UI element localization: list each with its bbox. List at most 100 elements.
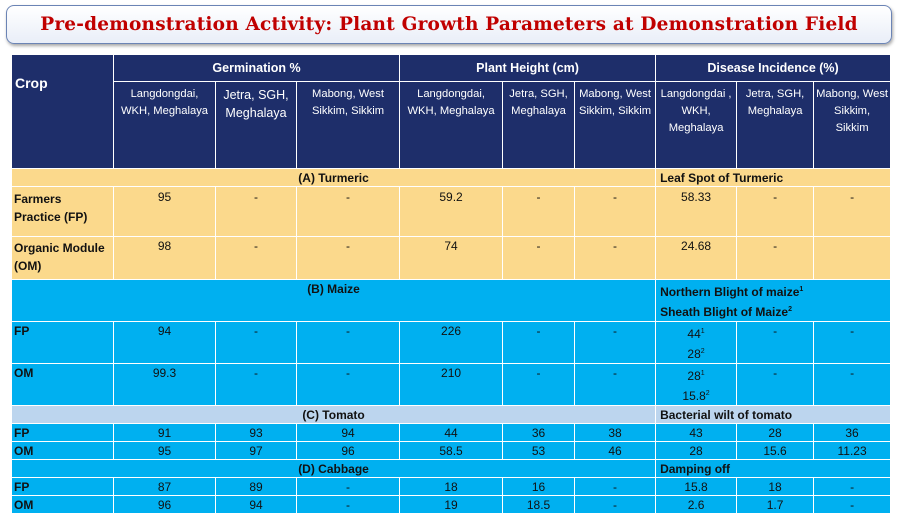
location-header: Langdongdai, WKH, Meghalaya bbox=[113, 81, 216, 169]
data-cell: 15.6 bbox=[736, 441, 815, 460]
data-cell: 53 bbox=[502, 441, 576, 460]
section-row-maize: (B) Maize Northern Blight of maize1 Shea… bbox=[10, 279, 892, 322]
disease-label: Damping off bbox=[655, 459, 892, 478]
data-cell: 96 bbox=[113, 495, 216, 514]
data-cell: 99.3 bbox=[113, 363, 216, 406]
data-cell: 98 bbox=[113, 236, 216, 280]
table-row: Organic Module (OM) 98 - - 74 - - 24.68 … bbox=[11, 236, 892, 280]
table-row: FP 91 93 94 44 36 38 43 28 36 bbox=[11, 423, 892, 442]
crop-cell: OM bbox=[11, 495, 114, 514]
crop-cell: Organic Module (OM) bbox=[11, 236, 114, 280]
location-header: Mabong, West Sikkim, Sikkim bbox=[813, 81, 892, 169]
location-header: Mabong, West Sikkim, Sikkim bbox=[574, 81, 657, 169]
data-cell: 93 bbox=[215, 423, 297, 442]
data-cell: 11.23 bbox=[813, 441, 892, 460]
germination-header: Germination % bbox=[112, 54, 401, 82]
data-cell: 94 bbox=[295, 423, 401, 442]
disease-label: Northern Blight of maize1 Sheath Blight … bbox=[655, 279, 892, 322]
section-row-cabbage: (D) Cabbage Damping off bbox=[10, 459, 892, 478]
table-row: FP 94 - - 226 - - 441 282 - - bbox=[11, 321, 892, 364]
table-row: OM 95 97 96 58.5 53 46 28 15.6 11.23 bbox=[11, 441, 892, 460]
page-title: Pre-demonstration Activity: Plant Growth… bbox=[40, 14, 858, 35]
footnote-marker: 2 bbox=[700, 348, 705, 355]
crop-cell: OM bbox=[11, 363, 114, 406]
footnote-marker: 1 bbox=[700, 370, 705, 377]
data-cell: - bbox=[295, 236, 401, 280]
disease-values: 281 15.82 bbox=[655, 363, 738, 406]
data-cell: 15.8 bbox=[655, 477, 738, 496]
data-cell: 18 bbox=[399, 477, 504, 496]
location-header: Langdongdai , WKH, Meghalaya bbox=[655, 81, 738, 169]
data-value: 28 bbox=[687, 369, 701, 383]
data-cell: - bbox=[736, 186, 815, 237]
data-cell: - bbox=[813, 363, 892, 406]
data-cell: - bbox=[574, 186, 657, 237]
table-row: FP 87 89 - 18 16 - 15.8 18 - bbox=[11, 477, 892, 496]
data-cell: 58.33 bbox=[655, 186, 738, 237]
location-header: Jetra, SGH, Meghalaya bbox=[215, 81, 297, 169]
data-cell: - bbox=[813, 186, 892, 237]
data-cell: - bbox=[215, 321, 297, 364]
crop-cell: OM bbox=[11, 441, 114, 460]
location-header: Jetra, SGH, Meghalaya bbox=[736, 81, 815, 169]
data-cell: - bbox=[736, 363, 815, 406]
data-cell: - bbox=[295, 363, 401, 406]
data-cell: - bbox=[295, 495, 401, 514]
data-cell: - bbox=[574, 363, 657, 406]
crop-cell: FP bbox=[11, 423, 114, 442]
disease-name: Sheath Blight of Maize bbox=[660, 305, 789, 319]
data-cell: - bbox=[215, 236, 297, 280]
crop-cell: Farmers Practice (FP) bbox=[11, 186, 114, 237]
data-cell: 43 bbox=[655, 423, 738, 442]
data-cell: 210 bbox=[399, 363, 504, 406]
crop-header: Crop bbox=[11, 54, 114, 169]
disease-label: Leaf Spot of Turmeric bbox=[655, 168, 892, 187]
data-cell: 16 bbox=[502, 477, 576, 496]
data-cell: - bbox=[736, 236, 815, 280]
location-header: Jetra, SGH, Meghalaya bbox=[502, 81, 576, 169]
data-cell: 24.68 bbox=[655, 236, 738, 280]
data-cell: - bbox=[502, 321, 576, 364]
data-cell: - bbox=[574, 477, 657, 496]
data-cell: 38 bbox=[574, 423, 657, 442]
data-cell: 36 bbox=[813, 423, 892, 442]
location-header: Langdongdai, WKH, Meghalaya bbox=[399, 81, 504, 169]
data-cell: 18.5 bbox=[502, 495, 576, 514]
data-cell: 58.5 bbox=[399, 441, 504, 460]
table-row: Farmers Practice (FP) 95 - - 59.2 - - 58… bbox=[11, 186, 892, 237]
data-cell: - bbox=[215, 363, 297, 406]
disease-values: 441 282 bbox=[655, 321, 738, 364]
data-cell: 89 bbox=[215, 477, 297, 496]
data-cell: 95 bbox=[113, 186, 216, 237]
data-value: 28 bbox=[687, 347, 701, 361]
header-row-locations: Langdongdai, WKH, Meghalaya Jetra, SGH, … bbox=[12, 81, 892, 169]
data-cell: - bbox=[574, 495, 657, 514]
data-cell: 2.6 bbox=[655, 495, 738, 514]
data-cell bbox=[813, 236, 892, 280]
growth-parameters-table: Crop Germination % Plant Height (cm) Dis… bbox=[10, 54, 892, 514]
section-label: (D) Cabbage bbox=[10, 459, 657, 478]
title-box: Pre-demonstration Activity: Plant Growth… bbox=[6, 5, 892, 44]
footnote-marker: 1 bbox=[799, 286, 804, 293]
footnote-marker: 2 bbox=[788, 306, 792, 313]
data-cell: 18 bbox=[736, 477, 815, 496]
data-cell: - bbox=[502, 236, 576, 280]
crop-cell: FP bbox=[11, 321, 114, 364]
plant-height-header: Plant Height (cm) bbox=[399, 54, 657, 82]
data-cell: - bbox=[813, 477, 892, 496]
data-cell: 87 bbox=[113, 477, 216, 496]
data-value: 15.8 bbox=[682, 389, 706, 403]
data-cell: - bbox=[574, 321, 657, 364]
crop-cell: FP bbox=[11, 477, 114, 496]
data-cell: - bbox=[502, 186, 576, 237]
data-cell: 28 bbox=[655, 441, 738, 460]
data-cell: 59.2 bbox=[399, 186, 504, 237]
data-cell: - bbox=[813, 321, 892, 364]
data-cell: 95 bbox=[113, 441, 216, 460]
table-row: OM 96 94 - 19 18.5 - 2.6 1.7 - bbox=[11, 495, 892, 514]
data-cell: 36 bbox=[502, 423, 576, 442]
data-cell: 44 bbox=[399, 423, 504, 442]
data-cell: 96 bbox=[295, 441, 401, 460]
data-cell: 28 bbox=[736, 423, 815, 442]
section-row-turmeric: (A) Turmeric Leaf Spot of Turmeric bbox=[10, 168, 892, 187]
